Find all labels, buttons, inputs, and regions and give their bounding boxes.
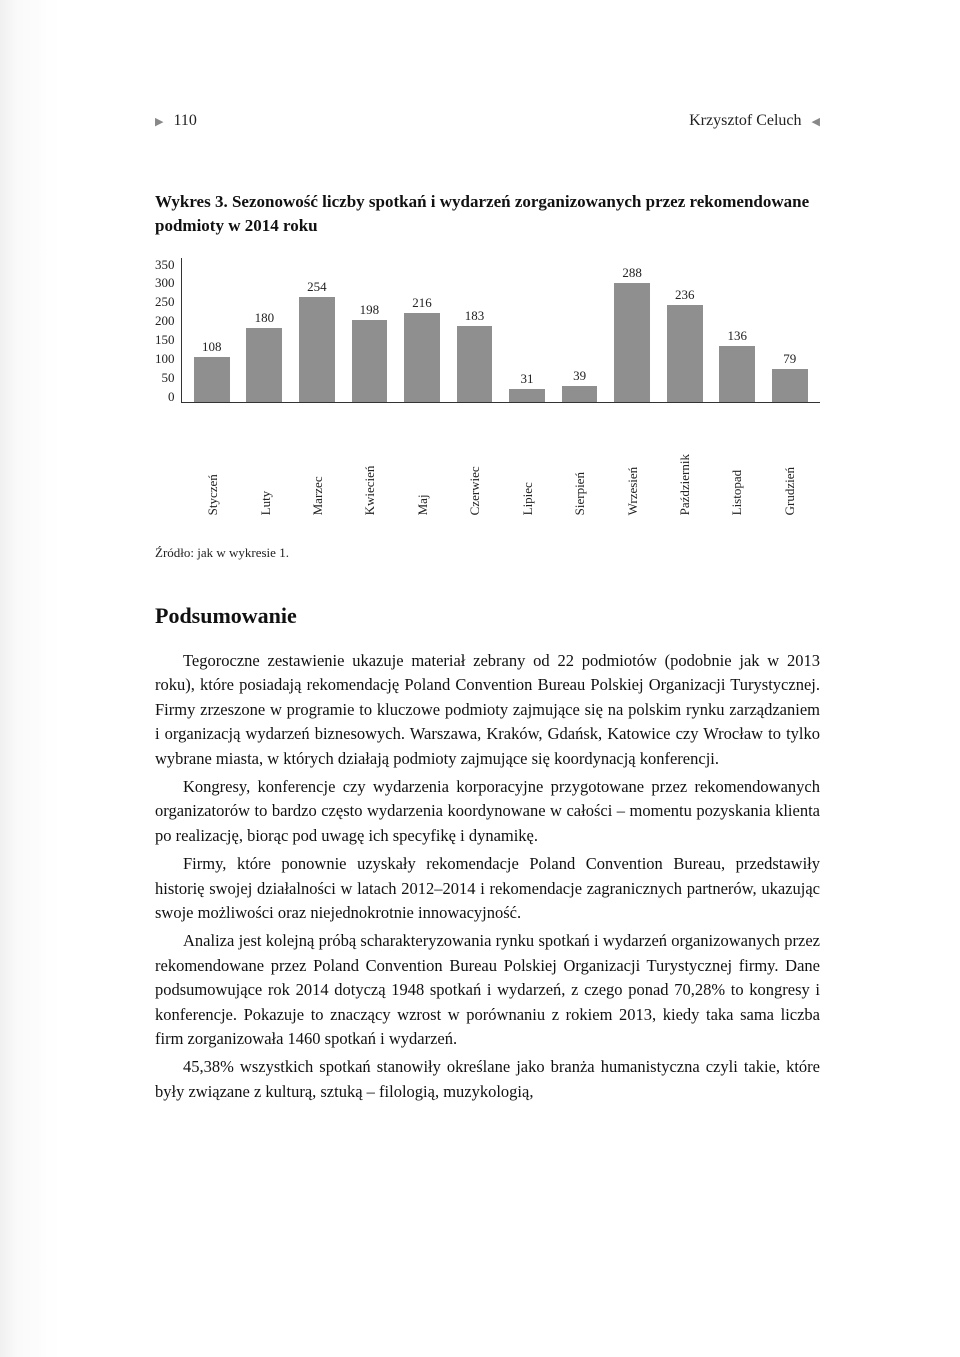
y-tick: 250 [155,295,175,308]
x-axis-label: Sierpień [572,454,588,515]
bar [299,297,335,402]
bar-column: 108 [186,258,239,402]
y-tick: 350 [155,258,175,271]
bar [404,313,440,402]
page-header: ▶ 110 Krzysztof Celuch ◀ [155,112,820,130]
page-binding-shadow [0,0,60,1357]
bar [562,386,598,402]
x-label-column: Maj [397,448,449,515]
bar [667,305,703,402]
x-axis-label: Marzec [310,454,326,515]
bar-column: 288 [606,258,659,402]
x-axis-label: Grudzień [782,454,798,515]
arrow-left-icon: ◀ [812,115,820,128]
plot-region: 108 180254 198216183 3139 288 236 13679 [181,258,821,403]
y-tick: 200 [155,314,175,327]
bar-value-label: 254 [291,279,344,295]
chart-plot-area: 350 300 250 200 150 100 50 0 108 180254 198216183… [155,258,820,448]
bar-value-label: 236 [658,287,711,303]
y-tick: 150 [155,333,175,346]
bar-value-label: 31 [501,371,554,387]
bar-column: 39 [553,258,606,402]
bar-column: 216 [396,258,449,402]
bar-value-label: 216 [396,295,449,311]
x-label-column: Wrzesień [606,448,658,515]
x-label-column: Styczeń [187,448,239,515]
x-axis-label: Listopad [729,454,745,515]
bar [509,389,545,402]
x-axis-label: Styczeń [205,454,221,515]
bar [246,328,282,402]
x-axis-label: Kwiecień [362,454,378,515]
x-axis-label: Październik [677,454,693,515]
bar-column: 254 [291,258,344,402]
paragraph: Kongresy, konferencje czy wydarzenia kor… [155,775,820,848]
x-axis-label: Maj [415,454,431,515]
x-label-column: Kwiecień [344,448,396,515]
paragraph: 45,38% wszystkich spotkań stanowiły okre… [155,1055,820,1104]
header-left: ▶ 110 [155,112,197,130]
chart-title: Wykres 3. Sezonowość liczby spotkań i wy… [155,190,820,238]
x-axis-label: Czerwiec [467,454,483,515]
bar [772,369,808,402]
bar [194,357,230,401]
bar-value-label: 198 [343,302,396,318]
y-tick: 100 [155,352,175,365]
bar-column: 183 [448,258,501,402]
x-axis-label: Luty [258,454,274,515]
y-axis: 350 300 250 200 150 100 50 0 [155,258,181,403]
bar [457,326,493,401]
bar-value-label: 136 [711,328,764,344]
y-tick: 300 [155,276,175,289]
x-label-column: Sierpień [554,448,606,515]
x-label-column: Październik [659,448,711,515]
bar-column: 198 [343,258,396,402]
bar-value-label: 79 [764,351,817,367]
x-label-column: Marzec [292,448,344,515]
y-tick: 0 [168,390,175,403]
section-heading: Podsumowanie [155,603,820,629]
paragraph: Tegoroczne zestawienie ukazuje materiał … [155,649,820,771]
y-tick: 50 [162,371,175,384]
chart: 350 300 250 200 150 100 50 0 108 180254 198216183… [155,258,820,515]
bar-value-label: 108 [186,339,239,355]
x-label-column: Grudzień [764,448,816,515]
bar-value-label: 180 [238,310,291,326]
bars-row: 108 180254 198216183 3139 288 236 13679 [182,258,821,402]
x-axis-label: Lipiec [520,454,536,515]
bar-column: 136 [711,258,764,402]
bar [352,320,388,401]
page-number: 110 [173,112,196,130]
bar-value-label: 288 [606,265,659,281]
bar-column: 180 [238,258,291,402]
bar-column: 79 [764,258,817,402]
bar-column: 31 [501,258,554,402]
bar [719,346,755,402]
x-label-column: Lipiec [502,448,554,515]
paragraph: Analiza jest kolejną próbą scharakteryzo… [155,929,820,1051]
x-axis-label: Wrzesień [625,454,641,515]
bar-value-label: 183 [448,308,501,324]
x-label-column: Luty [239,448,291,515]
arrow-right-icon: ▶ [155,115,163,128]
x-axis-labels: Styczeń Luty Marzec Kwiecień Maj Czerwiec Lipi… [183,448,820,515]
bar-column: 236 [658,258,711,402]
bar-value-label: 39 [553,368,606,384]
x-label-column: Czerwiec [449,448,501,515]
body-text: Tegoroczne zestawienie ukazuje materiał … [155,649,820,1104]
header-right: Krzysztof Celuch ◀ [689,112,820,130]
page: ▶ 110 Krzysztof Celuch ◀ Wykres 3. Sezon… [0,0,960,1357]
x-label-column: Listopad [711,448,763,515]
chart-source: Źródło: jak w wykresie 1. [155,545,820,561]
author-name: Krzysztof Celuch [689,112,801,130]
bar [614,283,650,401]
paragraph: Firmy, które ponownie uzyskały rekomenda… [155,852,820,925]
